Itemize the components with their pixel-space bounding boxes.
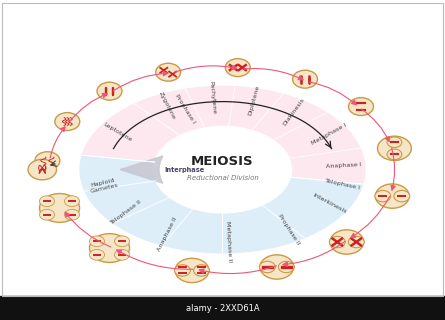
Circle shape <box>89 236 105 247</box>
Text: Pachytene: Pachytene <box>208 81 216 115</box>
Circle shape <box>175 258 209 283</box>
Circle shape <box>28 159 57 180</box>
Circle shape <box>387 137 402 148</box>
Text: Diplotene: Diplotene <box>247 84 260 116</box>
Text: Telophase II: Telophase II <box>109 200 142 226</box>
Circle shape <box>292 70 317 88</box>
Text: Prophase I: Prophase I <box>174 93 196 124</box>
Circle shape <box>330 230 364 254</box>
Circle shape <box>55 113 80 131</box>
Circle shape <box>376 184 409 208</box>
Text: Prophase II: Prophase II <box>277 214 301 246</box>
Polygon shape <box>120 156 163 183</box>
Circle shape <box>348 236 364 248</box>
Circle shape <box>259 261 275 273</box>
Circle shape <box>35 152 60 170</box>
Text: MEIOSIS: MEIOSIS <box>191 155 254 168</box>
Text: Zygotene: Zygotene <box>158 91 176 120</box>
Text: Interkinesis: Interkinesis <box>312 192 348 214</box>
Text: Leptotene: Leptotene <box>103 122 134 143</box>
Circle shape <box>65 196 80 207</box>
Text: Interphase: Interphase <box>165 167 205 172</box>
Circle shape <box>394 190 410 202</box>
Text: Reductional Division: Reductional Division <box>186 175 259 180</box>
Polygon shape <box>82 86 365 184</box>
Polygon shape <box>154 126 291 213</box>
Circle shape <box>97 82 122 100</box>
Circle shape <box>329 236 345 248</box>
Circle shape <box>40 196 55 207</box>
Polygon shape <box>80 155 363 253</box>
Circle shape <box>260 255 294 279</box>
Text: alamy - 2XXD61A: alamy - 2XXD61A <box>186 304 259 313</box>
Text: Haploid
Gametes: Haploid Gametes <box>89 177 119 194</box>
Text: Anaphase II: Anaphase II <box>156 216 178 252</box>
Circle shape <box>279 261 294 273</box>
Circle shape <box>65 209 80 220</box>
Circle shape <box>114 249 129 260</box>
Bar <box>0 296 445 320</box>
Text: Metaphase II: Metaphase II <box>225 221 232 262</box>
Circle shape <box>40 194 80 222</box>
Text: Telophase I: Telophase I <box>324 178 360 191</box>
Text: Diakinesis: Diakinesis <box>283 97 306 126</box>
Circle shape <box>114 236 129 247</box>
Circle shape <box>348 98 373 116</box>
Circle shape <box>225 59 250 76</box>
Circle shape <box>89 249 105 260</box>
Circle shape <box>40 209 55 220</box>
Circle shape <box>156 63 181 81</box>
Circle shape <box>377 136 411 160</box>
Circle shape <box>194 265 210 276</box>
Circle shape <box>89 234 129 262</box>
Circle shape <box>387 149 402 160</box>
Circle shape <box>174 265 190 276</box>
Text: Metaphase I: Metaphase I <box>311 123 348 146</box>
Circle shape <box>375 190 391 202</box>
Text: Anaphase I: Anaphase I <box>326 162 362 169</box>
